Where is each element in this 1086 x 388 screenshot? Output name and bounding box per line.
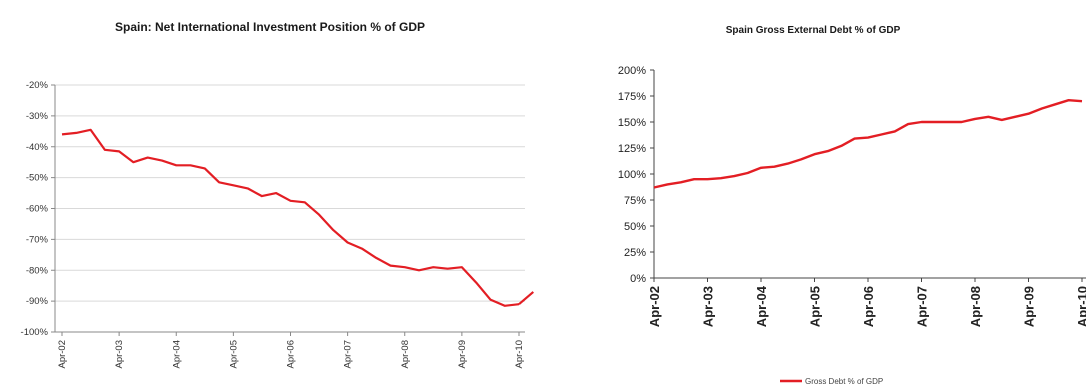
y-tick-label: 150% (618, 117, 646, 129)
y-tick-label: -100% (21, 327, 49, 338)
y-tick-label: -50% (26, 173, 49, 184)
x-tick-label: Apr-06 (861, 286, 876, 327)
y-tick-label: -90% (26, 296, 49, 307)
x-tick-label: Apr-05 (228, 340, 239, 369)
x-tick-label: Apr-02 (647, 286, 662, 327)
chart-title: Spain Gross External Debt % of GDP (725, 25, 901, 36)
chart-niip-plot: -20% -30% -40% -50% -60% -70% -80% -90% -100% Apr… (21, 80, 535, 369)
y-tick-label: 50% (624, 221, 646, 233)
x-tick-label: Apr-02 (57, 340, 68, 369)
x-tick-label: Apr-10 (1075, 286, 1086, 327)
x-tick-label: Apr-03 (701, 286, 716, 327)
series-line (653, 98, 1083, 189)
series-line (61, 128, 520, 307)
y-tick-label: -80% (26, 265, 49, 276)
x-tick-label: Apr-06 (286, 340, 297, 369)
x-tick-label: Apr-04 (171, 340, 182, 369)
chart-gross-debt: Spain Gross External Debt % of GDP 200% 1… (540, 0, 1086, 388)
x-tick-label: Apr-07 (343, 340, 354, 369)
y-tick-label: -60% (26, 204, 49, 215)
chart-title: Spain: Net International Investment Posi… (114, 20, 426, 34)
x-tick-label: Apr-05 (808, 286, 823, 327)
chart-gross-debt-plot: 200% 175% 150% 125% 100% 75% 50% 25% 0%Apr-02 Apr… (618, 65, 1086, 386)
series-line (518, 291, 535, 306)
y-tick-label: -20% (26, 80, 49, 91)
legend-label: Gross Debt % of GDP (805, 377, 883, 386)
y-tick-label: 75% (624, 195, 646, 207)
x-tick-label: Apr-08 (968, 286, 983, 327)
y-tick-label: -30% (26, 111, 49, 122)
y-tick-label: 200% (618, 65, 646, 77)
x-tick-label: Apr-04 (754, 285, 769, 327)
y-tick-label: 125% (618, 143, 646, 155)
x-tick-label: Apr-09 (457, 340, 468, 369)
y-tick-label: 0% (630, 273, 646, 285)
x-tick-label: Apr-07 (915, 286, 930, 327)
y-tick-label: -40% (26, 142, 49, 153)
y-tick-label: -70% (26, 234, 49, 245)
chart-niip: Spain: Net International Investment Posi… (0, 0, 540, 388)
y-tick-label: 175% (618, 91, 646, 103)
x-tick-label: Apr-09 (1022, 286, 1037, 327)
y-tick-label: 100% (618, 169, 646, 181)
y-tick-label: 25% (624, 247, 646, 259)
x-tick-label: Apr-03 (114, 340, 125, 369)
x-tick-label: Apr-08 (400, 340, 411, 369)
x-tick-label: Apr-10 (514, 340, 525, 369)
